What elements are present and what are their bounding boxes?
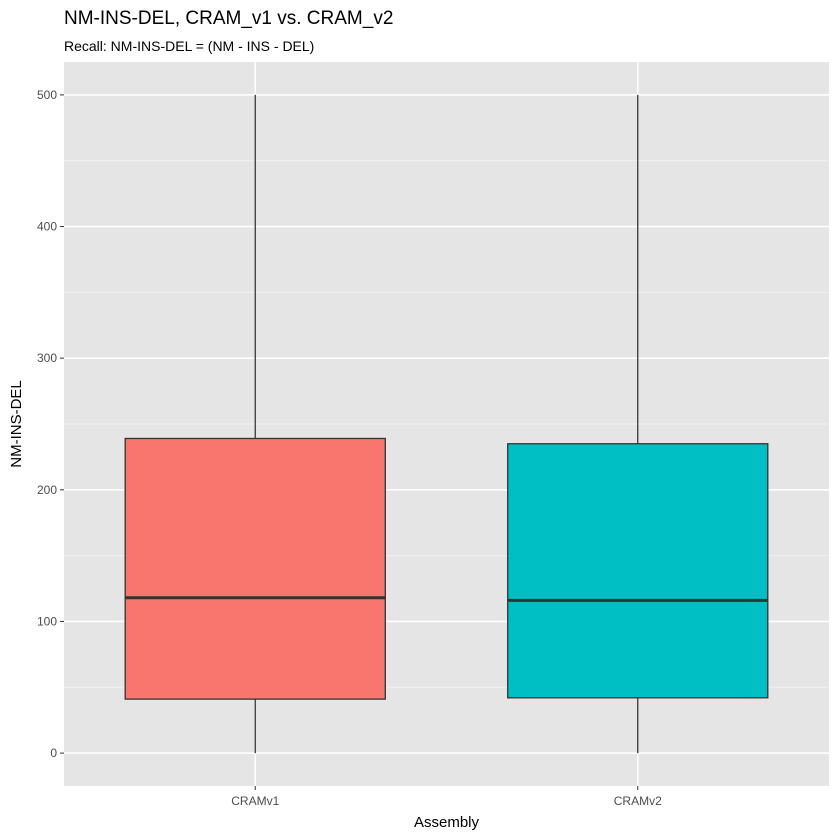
x-tick-label: CRAMv1	[231, 794, 279, 808]
y-tick-label: 200	[37, 483, 57, 497]
y-tick-label: 400	[37, 220, 57, 234]
x-axis-title: Assembly	[414, 814, 480, 831]
y-tick-label: 100	[37, 614, 57, 628]
box-body	[507, 443, 769, 699]
chart-subtitle: Recall: NM-INS-DEL = (NM - INS - DEL)	[64, 38, 314, 54]
box-cramv2	[507, 94, 769, 754]
y-tick-label: 500	[37, 88, 57, 102]
y-tick-label: 300	[37, 351, 57, 365]
x-tick-label: CRAMv2	[614, 794, 662, 808]
y-axis: 0 100 200 300 400 500	[37, 88, 64, 760]
box-cramv1	[124, 94, 386, 754]
y-axis-title: NM-INS-DEL	[8, 380, 25, 468]
box-body	[124, 437, 386, 700]
chart-title: NM-INS-DEL, CRAM_v1 vs. CRAM_v2	[64, 8, 393, 29]
y-tick-label: 0	[50, 746, 57, 760]
x-axis: CRAMv1 CRAMv2	[231, 786, 662, 808]
boxes	[124, 94, 769, 754]
